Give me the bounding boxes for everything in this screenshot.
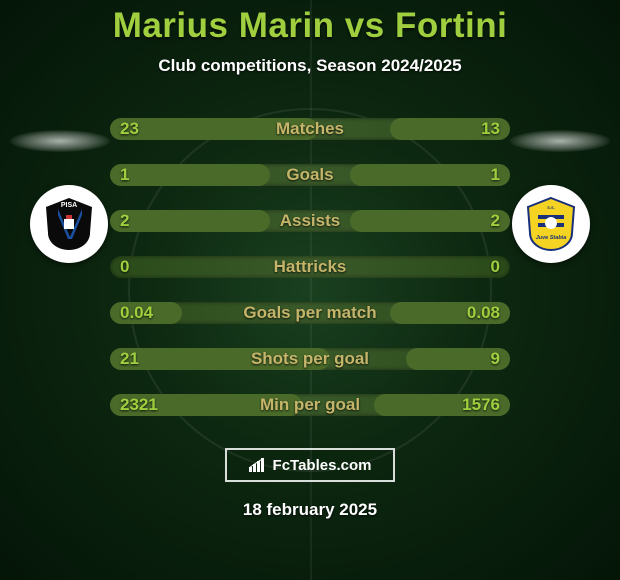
stat-label: Shots per goal <box>251 349 369 369</box>
date: 18 february 2025 <box>0 500 620 520</box>
stat-label: Goals per match <box>243 303 376 323</box>
stat-label: Min per goal <box>260 395 360 415</box>
stat-bar-right <box>350 164 510 186</box>
stat-value-right: 1576 <box>462 395 500 415</box>
stat-value-left: 2 <box>120 211 129 231</box>
stat-value-left: 0 <box>120 257 129 277</box>
stat-value-right: 1 <box>491 165 500 185</box>
stat-value-left: 0.04 <box>120 303 153 323</box>
stat-value-right: 2 <box>491 211 500 231</box>
stat-label: Matches <box>276 119 344 139</box>
stat-value-right: 0 <box>491 257 500 277</box>
stat-label: Goals <box>286 165 333 185</box>
stats-area: 23 Matches 13 1 Goals 1 2 Assists 2 0 Hattricks 0 0.… <box>0 118 620 416</box>
watermark-text: FcTables.com <box>273 457 372 474</box>
stat-row: 21 Shots per goal 9 <box>110 348 510 370</box>
stat-label: Hattricks <box>274 257 347 277</box>
stat-value-right: 9 <box>491 349 500 369</box>
subtitle: Club competitions, Season 2024/2025 <box>0 56 620 76</box>
stat-row: 2 Assists 2 <box>110 210 510 232</box>
stat-value-left: 1 <box>120 165 129 185</box>
stat-label: Assists <box>280 211 340 231</box>
stat-row: 0 Hattricks 0 <box>110 256 510 278</box>
stat-row: 1 Goals 1 <box>110 164 510 186</box>
stat-value-left: 2321 <box>120 395 158 415</box>
watermark: FcTables.com <box>225 448 395 482</box>
stat-value-left: 23 <box>120 119 139 139</box>
page-title: Marius Marin vs Fortini <box>0 0 620 46</box>
stat-row: 0.04 Goals per match 0.08 <box>110 302 510 324</box>
stat-bar-left <box>110 210 270 232</box>
stat-row: 2321 Min per goal 1576 <box>110 394 510 416</box>
stat-value-right: 13 <box>481 119 500 139</box>
stat-bar-left <box>110 164 270 186</box>
stat-value-right: 0.08 <box>467 303 500 323</box>
infographic: Marius Marin vs Fortini Club competition… <box>0 0 620 580</box>
stat-bar-right <box>350 210 510 232</box>
stat-row: 23 Matches 13 <box>110 118 510 140</box>
chart-bars-icon <box>249 458 267 472</box>
stat-value-left: 21 <box>120 349 139 369</box>
